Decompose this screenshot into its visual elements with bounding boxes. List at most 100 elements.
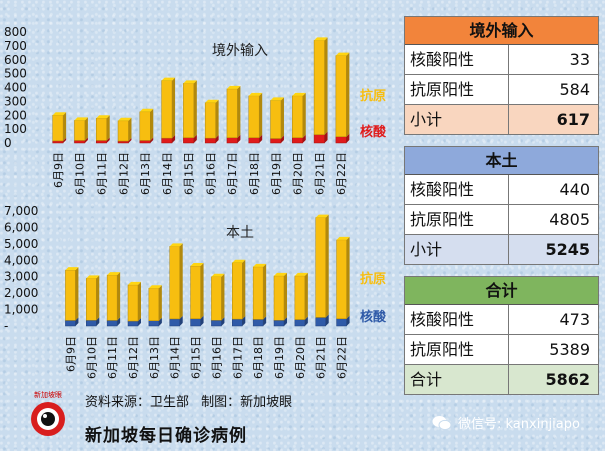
combined-total-row: 合计 5862: [405, 365, 598, 394]
wechat-id: 微信号: kanxinjiapo: [432, 413, 580, 432]
bar-segment: [335, 55, 347, 138]
bar-side: [193, 80, 197, 138]
bar-segment: [336, 239, 347, 320]
bar-side: [117, 272, 121, 321]
bar-segment: [139, 111, 151, 141]
bar-top: [294, 272, 308, 276]
bar-segment: [190, 318, 201, 327]
y-tick-label: 3,000: [4, 270, 38, 284]
bar-side: [158, 285, 162, 321]
bar-segment: [226, 137, 238, 144]
bar-segment: [86, 278, 97, 321]
y-tick-label: 400: [4, 81, 27, 95]
y-tick-label: 2,000: [4, 286, 38, 300]
bar-segment: [190, 265, 201, 320]
row-label: 小计: [405, 235, 509, 264]
x-tick-label: 6月18日: [248, 152, 261, 195]
bar-segment: [315, 217, 326, 318]
brand-logo: 新加坡眼: [31, 390, 65, 436]
bar-segment: [313, 40, 325, 135]
bar-side: [280, 135, 284, 143]
bar-top: [315, 214, 329, 218]
combined-antigen-row: 抗原阳性 5389: [405, 335, 598, 365]
bar-segment: [65, 320, 76, 327]
bar-segment: [252, 319, 264, 327]
bar-top: [139, 108, 154, 112]
bar-side: [75, 267, 79, 321]
row-label: 抗原阳性: [405, 75, 509, 104]
legend-label: 抗原: [360, 88, 386, 104]
row-value: 584: [559, 80, 590, 99]
x-tick-label: 6月20日: [294, 336, 307, 379]
x-tick-label: 6月21日: [315, 336, 328, 379]
bar-segment: [86, 320, 97, 327]
row-label: 抗原阳性: [405, 335, 509, 364]
row-value: 33: [569, 50, 590, 69]
bar-side: [128, 138, 132, 143]
bar-segment: [232, 262, 243, 320]
bar-segment: [74, 140, 86, 144]
bar-segment: [127, 284, 139, 322]
bar-side: [304, 272, 308, 320]
bar-segment: [169, 318, 180, 327]
bar-side: [215, 135, 219, 143]
bar-side: [284, 317, 288, 326]
row-value: 4805: [549, 210, 590, 229]
bar-side: [193, 134, 197, 143]
row-label: 核酸阳性: [405, 305, 509, 334]
bar-top: [96, 115, 110, 119]
bar-side: [324, 131, 328, 143]
bar-segment: [169, 246, 180, 320]
bar-side: [263, 316, 267, 326]
bar-top: [336, 236, 350, 240]
bar-side: [63, 112, 67, 141]
bar-segment: [336, 318, 347, 327]
bar-side: [106, 115, 110, 141]
bar-top: [161, 77, 176, 81]
graphic-title: 新加坡每日确诊病例: [85, 426, 247, 446]
bar-segment: [161, 137, 173, 144]
bar-segment: [292, 95, 304, 138]
bar-side: [138, 281, 142, 322]
bar-side: [221, 317, 225, 326]
combined-panel-header: 合计: [405, 277, 598, 305]
row-value: 473: [559, 310, 590, 329]
x-tick-label: 6月15日: [183, 152, 196, 195]
bar-side: [280, 97, 284, 139]
bar-side: [117, 317, 121, 326]
bar-side: [200, 315, 204, 326]
legend-label: 抗原: [360, 271, 386, 287]
bar-top: [211, 273, 225, 277]
bar-segment: [248, 95, 260, 138]
bar-segment: [148, 320, 160, 327]
bar-top: [273, 272, 288, 276]
bar-side: [304, 316, 308, 326]
y-tick-label: -: [4, 319, 8, 333]
bar-side: [200, 263, 204, 319]
row-value: 5245: [545, 240, 590, 259]
local-antigen-row: 抗原阳性 4805: [405, 205, 598, 235]
x-tick-label: 6月14日: [161, 152, 174, 195]
imported-pcr-row: 核酸阳性 33: [405, 45, 598, 75]
source-label: 资料来源：卫生部: [85, 395, 190, 410]
bar-segment: [292, 137, 304, 144]
y-tick-label: 100: [4, 122, 27, 136]
bar-segment: [74, 120, 86, 141]
y-tick-label: 600: [4, 53, 27, 67]
x-tick-label: 6月12日: [127, 336, 140, 379]
bar-side: [150, 108, 154, 141]
bar-side: [259, 134, 263, 143]
bar-side: [150, 137, 154, 143]
bar-side: [84, 137, 88, 143]
bar-side: [263, 263, 267, 320]
y-tick-label: 6,000: [4, 220, 38, 234]
x-tick-label: 6月15日: [190, 336, 203, 379]
bar-side: [172, 135, 176, 143]
bar-segment: [148, 287, 160, 321]
bar-segment: [183, 137, 195, 144]
bar-segment: [95, 140, 107, 144]
bar-side: [346, 315, 350, 326]
x-tick-label: 6月22日: [336, 336, 349, 379]
bar-top: [74, 117, 88, 121]
